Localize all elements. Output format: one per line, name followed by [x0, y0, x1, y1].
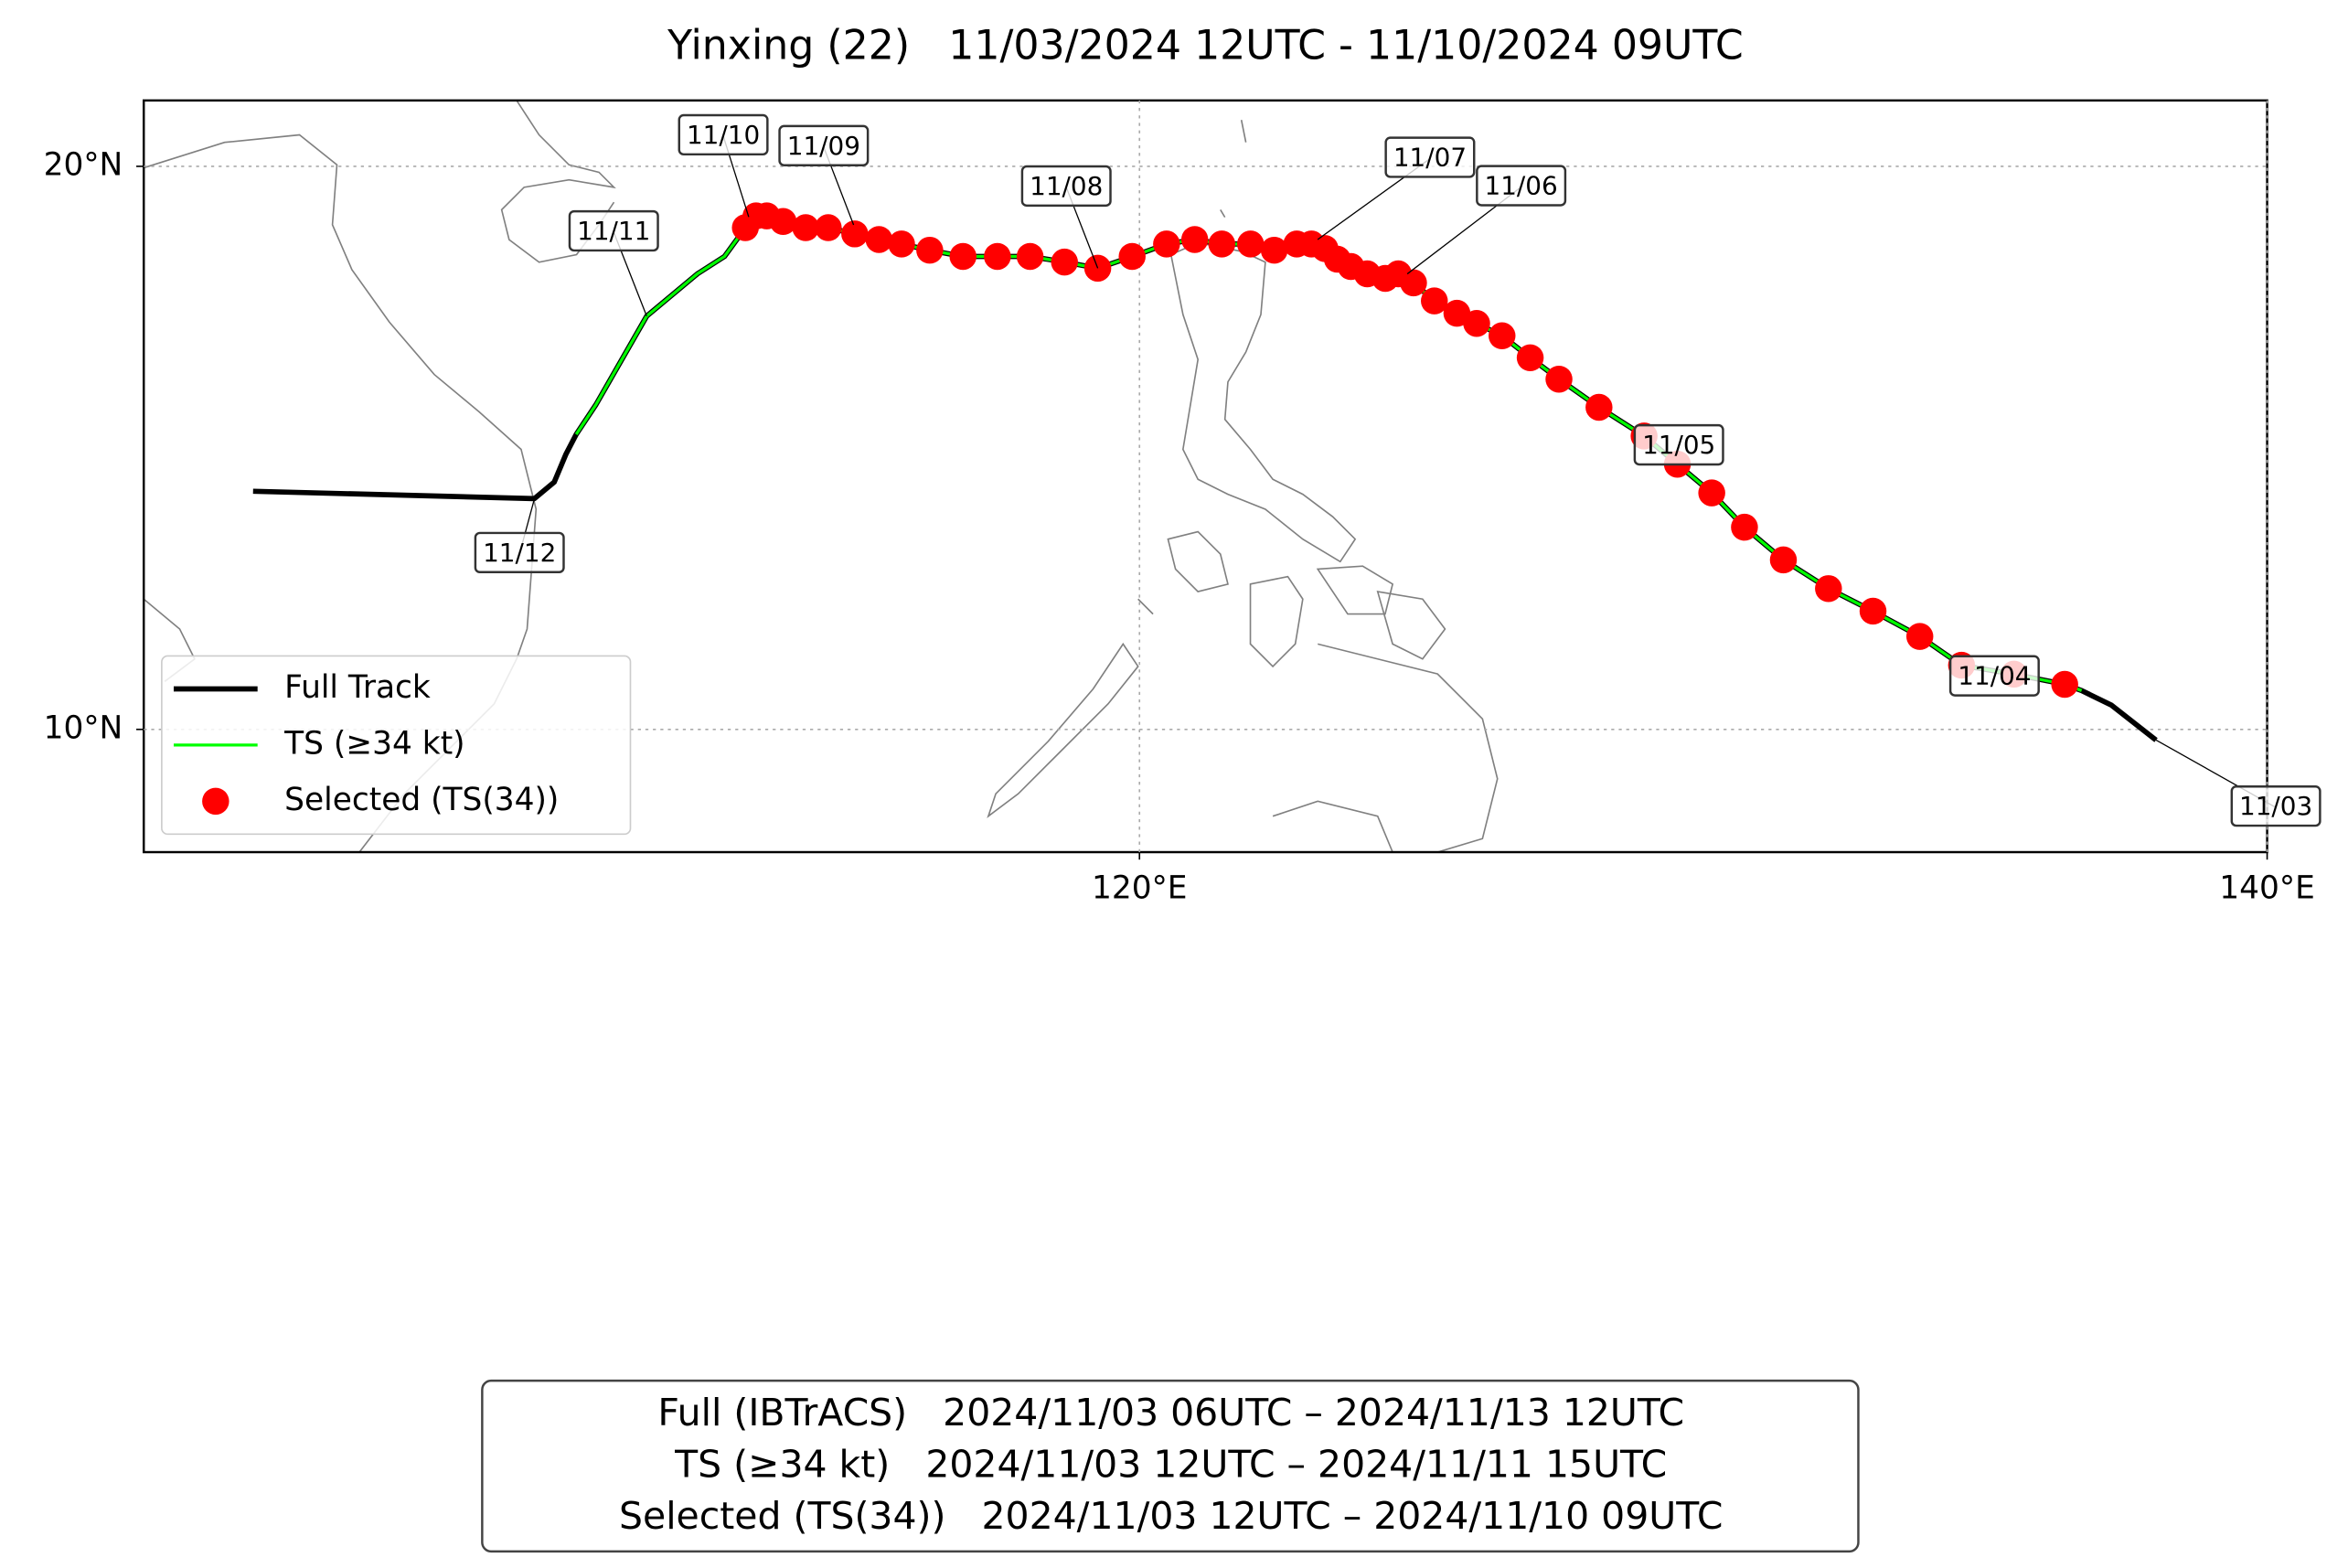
track-point: [1016, 242, 1044, 271]
track-point: [1769, 546, 1798, 574]
track-point: [984, 242, 1011, 271]
track-point: [1815, 575, 1842, 603]
y-tick-label: 20°N: [44, 146, 123, 183]
annotation-box: [1476, 165, 1567, 207]
track-point: [1260, 236, 1288, 264]
tracks: [252, 202, 2158, 742]
track-point: [1585, 393, 1613, 421]
info-line: Selected (TS(34)) 2024/11/03 12UTC – 202…: [619, 1494, 1723, 1538]
info-line: Full (IBTrACS) 2024/11/03 06UTC – 2024/1…: [657, 1391, 1684, 1435]
annotation-box: [678, 113, 769, 156]
legend-label: TS (≥34 kt): [283, 725, 464, 762]
track-point: [949, 242, 977, 271]
track-point: [841, 220, 869, 248]
track-point: [1698, 479, 1725, 507]
legend-label: Full Track: [284, 669, 431, 706]
track-point: [1731, 513, 1758, 541]
legend-box: [161, 655, 632, 836]
track-point: [1180, 226, 1209, 253]
info-box: [481, 1379, 1860, 1553]
annotation-box: [474, 531, 565, 574]
track-point: [1051, 248, 1078, 276]
track-point: [2051, 670, 2078, 699]
annotation-label: 11/04: [1958, 661, 2031, 691]
track-point: [916, 236, 944, 264]
annotation-box: [778, 124, 870, 166]
coastlines: [144, 100, 1499, 853]
track-point: [1516, 344, 1544, 372]
annotation-label: 11/08: [1030, 171, 1103, 201]
annotation-box: [1633, 423, 1724, 466]
track-point: [888, 230, 915, 258]
x-tick-label: 120°E: [1092, 869, 1188, 906]
chart-title: Yinxing (22) 11/03/2024 12UTC - 11/10/20…: [667, 23, 1744, 69]
track-point: [1859, 597, 1887, 625]
track-point: [1545, 365, 1573, 393]
legend-swatch: [202, 787, 229, 816]
legend-label: Selected (TS(34)): [284, 782, 559, 818]
track-point: [731, 214, 759, 241]
annotation-box: [568, 209, 659, 252]
track-point: [1905, 623, 1934, 650]
annotation-label: 11/03: [2239, 791, 2312, 821]
annotation-box: [1948, 655, 2040, 697]
annotation-label: 11/07: [1393, 143, 1467, 173]
annotation-label: 11/06: [1485, 171, 1558, 201]
y-tick-label: 10°N: [44, 709, 123, 746]
track-point: [1118, 242, 1146, 271]
track-point: [1489, 322, 1516, 350]
track-point: [815, 214, 842, 241]
annotation-label: 11/12: [483, 538, 556, 568]
annotation-label: 11/11: [577, 216, 650, 246]
annotation-box: [1384, 136, 1476, 178]
track-point: [792, 214, 819, 241]
x-tick-label: 140°E: [2219, 869, 2315, 906]
track-point: [865, 226, 893, 253]
track-point: [1236, 230, 1265, 258]
annotation-label: 11/05: [1642, 430, 1715, 460]
annotation-box: [1020, 165, 1112, 208]
annotation-label: 11/10: [687, 120, 760, 150]
track-point: [1443, 299, 1471, 327]
track-point: [1421, 287, 1448, 315]
track-point: [1208, 230, 1236, 258]
info-line: TS (≥34 kt) 2024/11/03 12UTC – 2024/11/1…: [674, 1442, 1667, 1486]
track-point: [1153, 230, 1180, 258]
track-point: [1283, 230, 1311, 258]
annotation-label: 11/09: [787, 131, 860, 161]
annotation-box: [2230, 785, 2321, 827]
